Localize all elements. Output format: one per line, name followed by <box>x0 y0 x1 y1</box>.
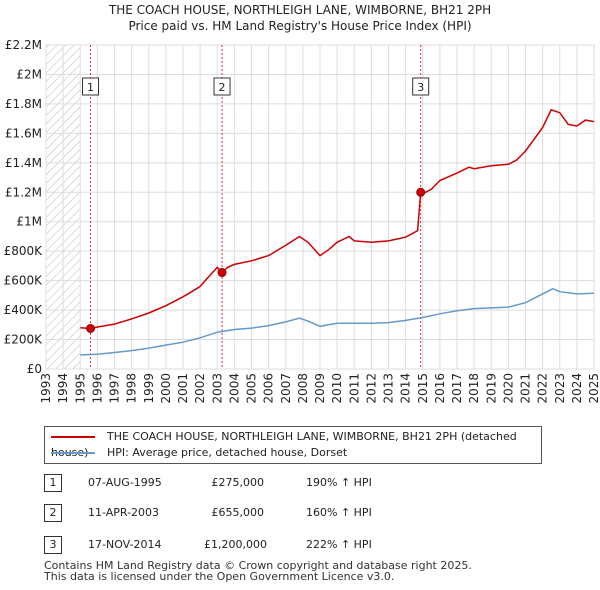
x-tick-label: 2021 <box>519 373 533 404</box>
sale-point <box>416 187 426 197</box>
legend: THE COACH HOUSE, NORTHLEIGH LANE, WIMBOR… <box>44 426 542 464</box>
sale-marker-label: 3 <box>417 81 424 94</box>
x-tick-label: 2001 <box>176 373 190 404</box>
y-axis-ticks: £0 £200K £400K £600K £800K £1M £1.2M £1.4M £1.6M… <box>4 38 44 376</box>
hpi-series-line <box>80 287 595 356</box>
x-tick-label: 1996 <box>90 373 104 404</box>
x-tick-label: 2019 <box>484 373 498 404</box>
x-tick-label: 2015 <box>416 373 430 404</box>
y-tick-label: £1.2M <box>5 185 42 199</box>
x-tick-label: 2006 <box>262 373 276 404</box>
sale-row: 3 17-NOV-2014 £1,200,000 222% ↑ HPI <box>44 536 464 554</box>
legend-hpi-swatch <box>51 452 95 454</box>
sale-hpi: 160% ↑ HPI <box>306 506 372 519</box>
legend-hpi-label: HPI: Average price, detached house, Dors… <box>107 446 348 459</box>
sale-vertical-lines <box>90 45 422 369</box>
sale-marker-label: 1 <box>87 81 94 94</box>
sale-price: £275,000 <box>211 476 265 489</box>
sale-price: £655,000 <box>211 506 265 519</box>
x-tick-label: 2007 <box>279 373 293 404</box>
sale-hpi: 190% ↑ HPI <box>306 476 372 489</box>
sale-marker-box <box>213 77 231 96</box>
property-series-line <box>80 108 595 330</box>
footer: Contains HM Land Registry data © Crown c… <box>44 560 472 582</box>
x-tick-label: 2022 <box>536 373 550 404</box>
x-axis-ticks: 1993 1994 1995 1996 1997 1998 1999 2000 2001 2002… <box>39 373 600 404</box>
y-tick-label: £0 <box>27 362 42 376</box>
x-tick-label: 2013 <box>382 373 396 404</box>
sale-marker-box <box>412 77 430 96</box>
x-tick-label: 2020 <box>501 373 515 404</box>
sale-number: 3 <box>44 536 62 554</box>
x-tick-label: 2011 <box>347 373 361 404</box>
x-tick-label: 2017 <box>450 373 464 404</box>
x-tick-label: 2009 <box>313 373 327 404</box>
sale-point <box>217 268 227 278</box>
sale-hpi: 222% ↑ HPI <box>306 538 372 551</box>
sale-row: 2 11-APR-2003 £655,000 160% ↑ HPI <box>44 504 464 522</box>
sale-marker-box <box>82 77 100 96</box>
x-tick-label: 2024 <box>570 373 584 404</box>
y-tick-label: £800K <box>4 244 44 258</box>
x-tick-label: 2004 <box>227 373 241 404</box>
sale-point <box>86 324 96 333</box>
legend-property: THE COACH HOUSE, NORTHLEIGH LANE, WIMBOR… <box>51 429 541 459</box>
sale-date: 07-AUG-1995 <box>88 476 162 489</box>
x-tick-label: 2018 <box>467 373 481 404</box>
chart-title-line2: Price paid vs. HM Land Registry's House … <box>128 19 472 33</box>
sale-date: 17-NOV-2014 <box>88 538 162 551</box>
x-tick-label: 2000 <box>159 373 173 404</box>
y-tick-label: £1.6M <box>5 126 42 140</box>
x-tick-label: 1997 <box>108 373 122 404</box>
x-tick-label: 2014 <box>399 373 413 404</box>
footer-line1: Contains HM Land Registry data © Crown c… <box>44 559 472 572</box>
x-tick-label: 1994 <box>56 373 70 404</box>
x-tick-label: 1995 <box>73 373 87 404</box>
y-tick-label: £2.2M <box>5 38 42 52</box>
sale-number: 2 <box>44 504 62 522</box>
legend-property-swatch <box>51 436 95 438</box>
x-tick-label: 2012 <box>364 373 378 404</box>
series-lines <box>80 108 595 356</box>
sale-row: 1 07-AUG-1995 £275,000 190% ↑ HPI <box>44 474 464 492</box>
x-tick-label: 2008 <box>296 373 310 404</box>
grid <box>45 44 595 370</box>
x-tick-label: 2023 <box>553 373 567 404</box>
x-tick-label: 2010 <box>330 373 344 404</box>
y-tick-label: £200K <box>4 333 44 347</box>
sale-markers: 1 2 3 <box>82 77 430 333</box>
y-tick-label: £400K <box>4 303 44 317</box>
y-tick-label: £2M <box>16 67 42 81</box>
x-tick-label: 2025 <box>587 373 600 404</box>
sale-marker-label: 2 <box>219 81 226 94</box>
x-tick-label: 2005 <box>245 373 259 404</box>
y-tick-label: £1.8M <box>5 97 42 111</box>
y-tick-label: £1.4M <box>5 156 42 170</box>
y-tick-label: £1M <box>16 215 42 229</box>
x-tick-label: 2003 <box>210 373 224 404</box>
y-tick-label: £600K <box>4 274 44 288</box>
sale-price: £1,200,000 <box>204 538 267 551</box>
x-tick-label: 1993 <box>39 373 53 404</box>
footer-line2: This data is licensed under the Open Gov… <box>44 570 395 583</box>
x-tick-label: 2002 <box>193 373 207 404</box>
x-tick-label: 1999 <box>142 373 156 404</box>
chart-title-line1: THE COACH HOUSE, NORTHLEIGH LANE, WIMBOR… <box>108 3 492 17</box>
x-tick-label: 2016 <box>433 373 447 404</box>
legend-hpi: HPI: Average price, detached house, Dors… <box>51 445 347 461</box>
sale-date: 11-APR-2003 <box>88 506 160 519</box>
price-chart: £0 £200K £400K £600K £800K £1M £1.2M £1.4M £1.6M… <box>4 38 600 404</box>
x-tick-label: 1998 <box>125 373 139 404</box>
sale-number: 1 <box>44 474 62 492</box>
